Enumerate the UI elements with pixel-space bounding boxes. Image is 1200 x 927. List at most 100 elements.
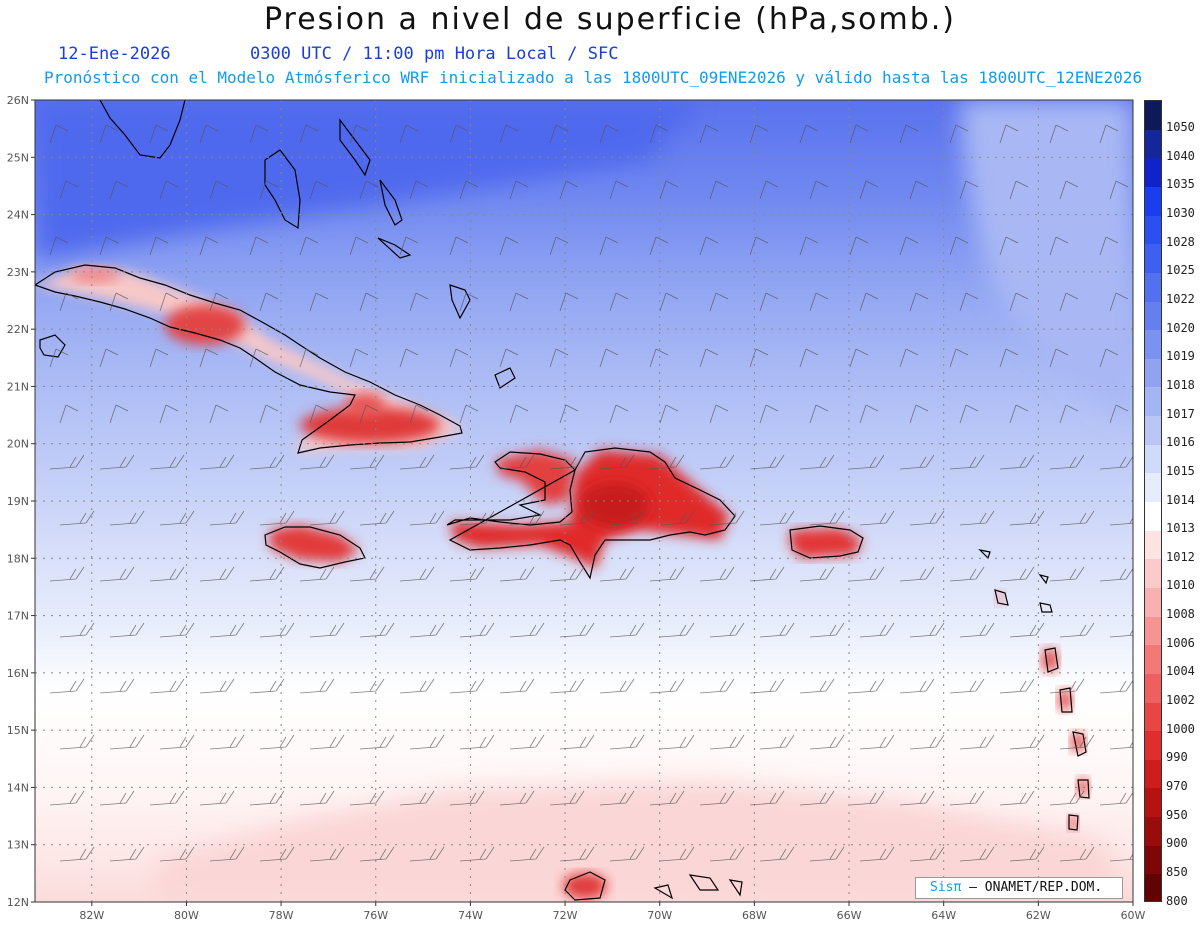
wind-barb xyxy=(609,510,645,526)
wind-barb xyxy=(609,404,629,424)
wind-barb xyxy=(199,348,219,368)
wind-barb xyxy=(549,348,569,368)
wind-barb xyxy=(649,124,669,144)
wind-barb xyxy=(309,734,345,750)
wind-barb xyxy=(759,180,779,200)
wind-barb xyxy=(709,734,745,750)
wind-barb xyxy=(499,124,519,144)
wind-barb xyxy=(409,846,445,862)
colorbar-level-label: 990 xyxy=(1166,750,1188,765)
wind-barb xyxy=(659,292,679,312)
wind-barb xyxy=(49,790,85,806)
wind-barb xyxy=(899,236,919,256)
wind-barb xyxy=(299,790,335,806)
wind-barb xyxy=(109,180,129,200)
wind-barb xyxy=(699,124,719,144)
wind-barb xyxy=(1009,180,1029,200)
lon-label: 74W xyxy=(458,909,483,922)
wind-barb xyxy=(359,846,395,862)
wind-barb xyxy=(459,622,495,638)
wind-barb xyxy=(399,678,435,694)
wind-barb xyxy=(249,124,269,144)
wind-barb xyxy=(959,180,979,200)
wind-barb xyxy=(59,510,95,526)
wind-barb xyxy=(159,734,195,750)
wind-barb xyxy=(209,622,245,638)
wind-barb xyxy=(409,510,445,526)
colorbar-level-label: 1050 xyxy=(1166,120,1195,135)
colorbar-segment xyxy=(1145,215,1161,246)
colorbar-segment xyxy=(1145,272,1161,303)
wind-barb xyxy=(149,790,185,806)
coastlines xyxy=(35,100,1090,901)
wind-barb xyxy=(309,510,345,526)
wind-barb xyxy=(399,790,435,806)
wind-barb xyxy=(959,734,995,750)
coastline-bahamas-islands xyxy=(377,179,516,389)
map-title: Presion a nivel de superficie (hPa,somb.… xyxy=(263,2,957,37)
wind-barb xyxy=(249,678,285,694)
wind-barb xyxy=(959,510,995,526)
wind-barb xyxy=(749,790,785,806)
wind-barb xyxy=(599,236,619,256)
wind-barb xyxy=(49,348,69,368)
wind-barb xyxy=(1059,292,1079,312)
wind-barb xyxy=(559,292,579,312)
wind-barb xyxy=(649,454,685,470)
wind-barb xyxy=(249,236,269,256)
wind-barb xyxy=(559,622,595,638)
lat-label: 26N xyxy=(7,94,29,107)
wind-barb xyxy=(299,678,335,694)
wind-barb xyxy=(1049,790,1085,806)
wind-barb xyxy=(100,903,134,917)
colorbar-segment xyxy=(1145,530,1161,561)
colorbar-segment xyxy=(1145,587,1161,618)
wind-barb xyxy=(909,292,929,312)
wind-barb xyxy=(599,124,619,144)
coastline-cuba xyxy=(35,264,463,454)
colorbar-level-label: 950 xyxy=(1166,807,1188,822)
wind-barb xyxy=(59,734,95,750)
wind-barb xyxy=(700,903,734,917)
wind-barb xyxy=(159,510,195,526)
wind-barb xyxy=(949,454,985,470)
wind-barb xyxy=(859,622,895,638)
wind-barb xyxy=(99,348,119,368)
lat-label: 25N xyxy=(7,151,29,164)
wind-barb xyxy=(109,734,145,750)
colorbar-segment xyxy=(1145,788,1161,819)
wind-barb xyxy=(249,348,269,368)
wind-barb xyxy=(199,454,235,470)
wind-barb xyxy=(649,236,669,256)
wind-barb xyxy=(600,903,634,917)
wind-barb xyxy=(849,348,869,368)
wind-barb xyxy=(999,348,1019,368)
wind-barb xyxy=(299,454,335,470)
wind-barb xyxy=(549,236,569,256)
colorbar-level-label: 1022 xyxy=(1166,292,1195,307)
wind-barb xyxy=(899,678,935,694)
wind-barb xyxy=(709,292,729,312)
wind-barb xyxy=(649,678,685,694)
wind-barb xyxy=(59,846,95,862)
colorbar-segment xyxy=(1145,502,1161,532)
wind-barb xyxy=(959,404,979,424)
wind-barb xyxy=(509,622,545,638)
wind-barb xyxy=(399,566,435,582)
lat-label: 23N xyxy=(7,266,29,279)
wind-barb xyxy=(549,454,585,470)
wind-barb xyxy=(759,846,795,862)
wind-barb xyxy=(299,348,319,368)
wind-barb xyxy=(949,790,985,806)
wind-barb xyxy=(699,454,735,470)
colorbar-level-label: 1015 xyxy=(1166,463,1195,478)
wind-barb xyxy=(599,454,635,470)
wind-barb xyxy=(159,622,195,638)
wind-barb xyxy=(199,566,235,582)
wind-barb xyxy=(1009,846,1045,862)
wind-barb xyxy=(399,236,419,256)
wind-barb xyxy=(949,678,985,694)
wind-barb xyxy=(59,180,79,200)
wind-barb xyxy=(259,622,295,638)
